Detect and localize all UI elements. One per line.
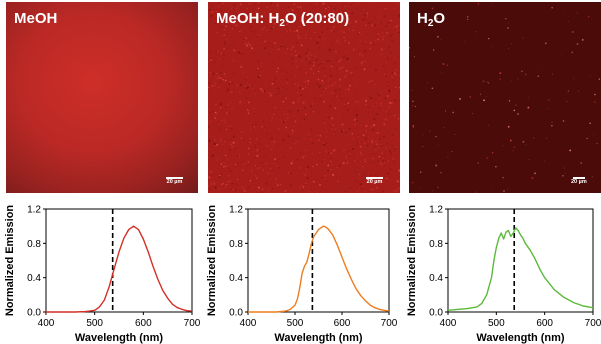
x-axis-label: Wavelength (nm) [476, 332, 565, 344]
y-tick-label: 0.8 [229, 239, 243, 250]
y-tick-label: 0.4 [229, 273, 243, 284]
x-tick-label: 600 [536, 318, 553, 329]
x-tick-label: 700 [184, 318, 201, 329]
chart-water: 400 500 600 700 0.0 0.4 0.8 1.2 Wavelength (nm) N… [406, 205, 601, 344]
micrograph-water: H2O 20 µm [409, 2, 601, 193]
scale-bar-water: 20 µm [571, 177, 587, 185]
panel-label-water: H2O [417, 10, 446, 29]
x-tick-label: 500 [86, 318, 103, 329]
spectrum-line [447, 227, 594, 311]
y-tick-label: 1.2 [429, 205, 443, 216]
plot-frame [247, 208, 390, 313]
panel-label-meoh-water: MeOH: H2O (20:80) [216, 10, 350, 29]
x-tick-label: 600 [334, 318, 351, 329]
y-axis-label: Normalized Emission [206, 205, 218, 317]
x-tick-label: 500 [488, 318, 505, 329]
y-tick-label: 0.8 [27, 239, 41, 250]
y-axis-label: Normalized Emission [406, 205, 418, 317]
y-tick-label: 0.4 [429, 273, 443, 284]
y-tick-label: 0.0 [429, 308, 443, 319]
x-tick-label: 400 [240, 318, 257, 329]
x-tick-label: 400 [38, 318, 55, 329]
spectrum-line [248, 225, 390, 313]
spectrum-line [46, 225, 193, 313]
scale-bar-meoh-water: 20 µm [366, 177, 383, 185]
y-tick-label: 1.2 [27, 205, 41, 216]
y-tick-label: 0.0 [229, 308, 243, 319]
y-tick-label: 1.2 [229, 205, 243, 216]
x-tick-label: 700 [381, 318, 398, 329]
x-axis-label: Wavelength (nm) [274, 332, 363, 344]
panel-label-meoh: MeOH [14, 10, 58, 27]
micrograph-meoh: MeOH 20 µm [6, 2, 198, 193]
y-tick-label: 0.4 [27, 273, 41, 284]
x-tick-label: 400 [440, 318, 457, 329]
y-tick-label: 0.8 [429, 239, 443, 250]
x-axis-label: Wavelength (nm) [75, 332, 164, 344]
plot-frame [447, 208, 594, 313]
x-tick-label: 500 [287, 318, 304, 329]
chart-meoh-water: 400 500 600 700 0.0 0.4 0.8 1.2 Wavelength (nm) N… [206, 205, 398, 344]
scale-bar-meoh: 20 µm [166, 177, 183, 185]
x-tick-label: 700 [585, 318, 601, 329]
y-axis-label: Normalized Emission [4, 205, 16, 317]
chart-meoh: 400 500 600 700 0.0 0.4 0.8 1.2 Wavelength (nm) N… [4, 205, 201, 344]
plot-frame [45, 208, 193, 313]
micrograph-meoh-water: MeOH: H2O (20:80) 20 µm [208, 2, 400, 193]
y-tick-label: 0.0 [27, 308, 41, 319]
x-tick-label: 600 [135, 318, 152, 329]
